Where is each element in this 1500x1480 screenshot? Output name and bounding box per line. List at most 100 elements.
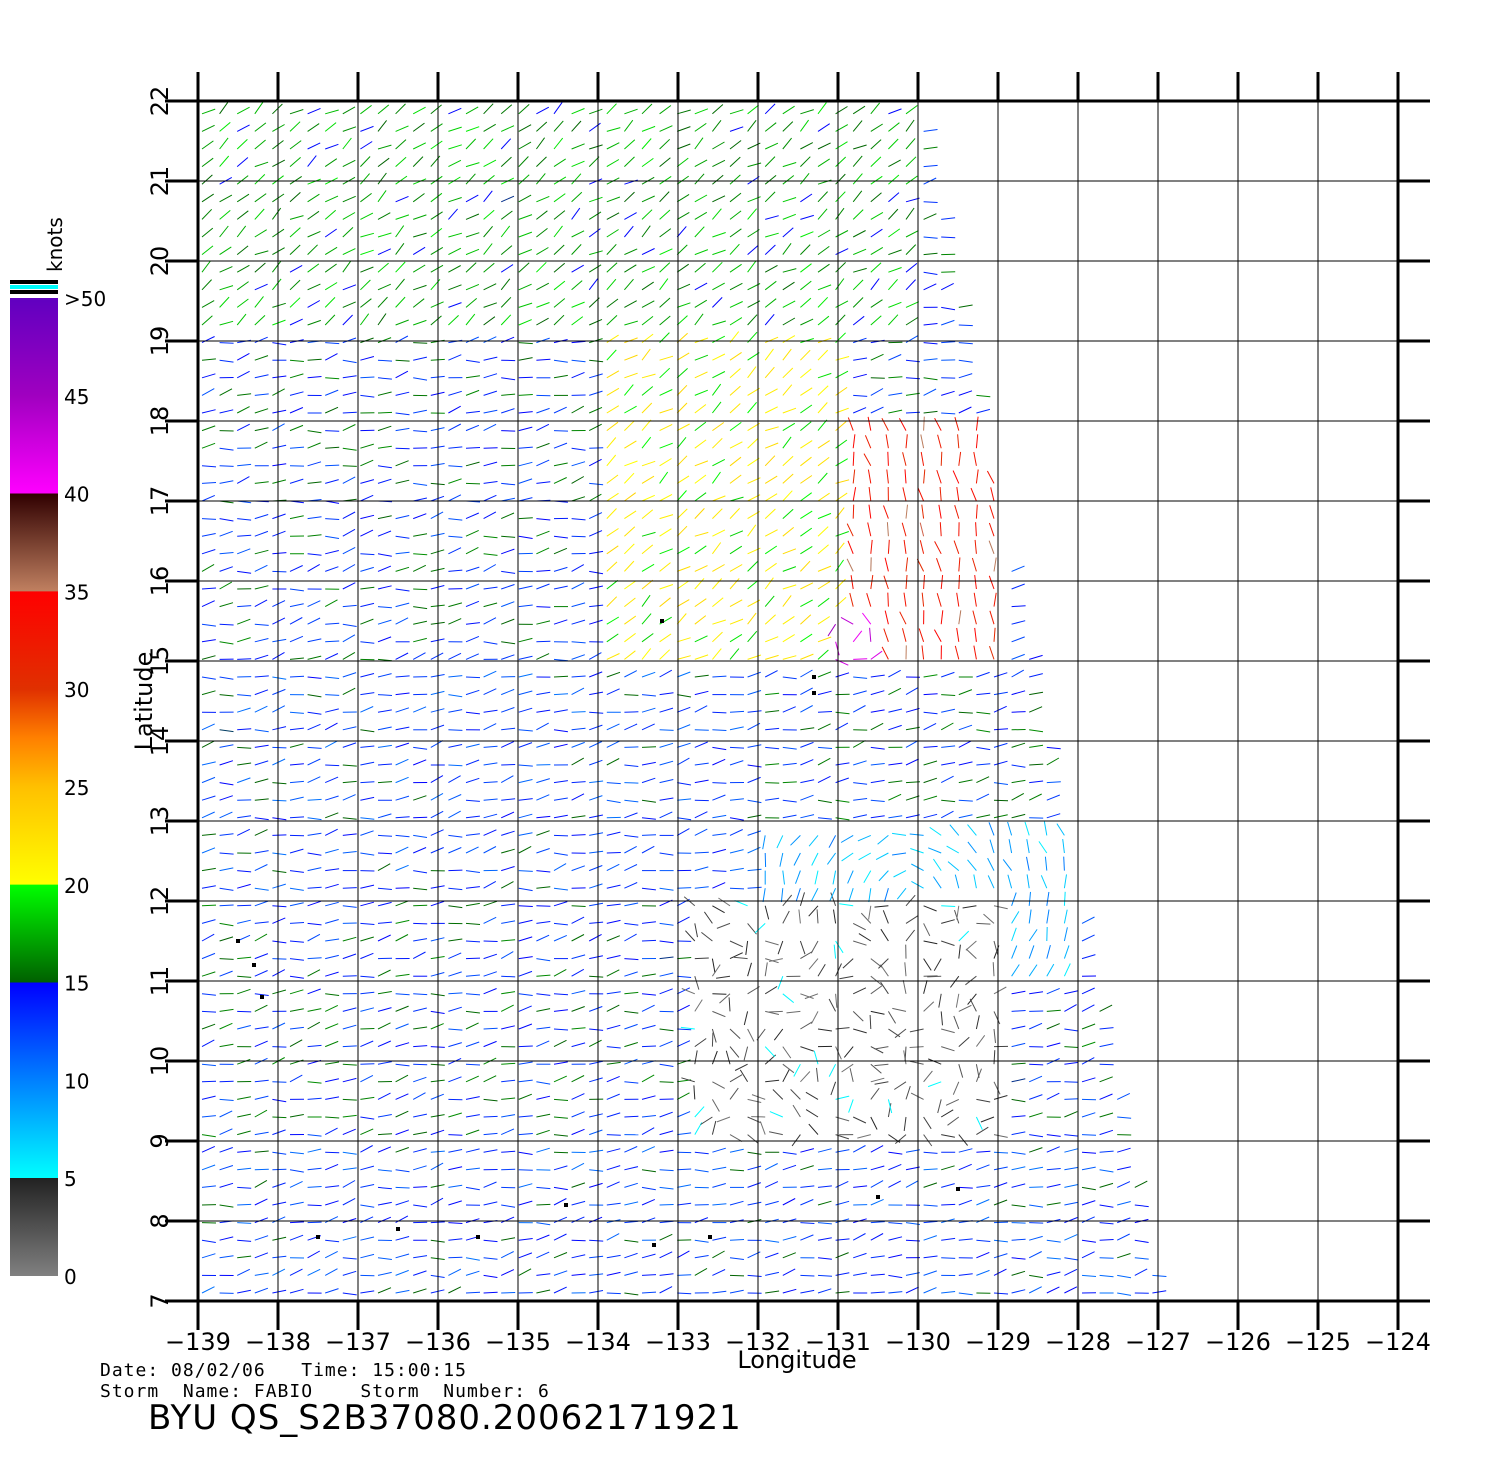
wind-vector <box>641 1146 656 1153</box>
wind-vector <box>588 318 603 326</box>
wind-vector <box>307 694 322 698</box>
wind-vector <box>677 126 691 132</box>
wind-vector <box>765 940 779 946</box>
wind-vector <box>747 524 757 537</box>
wind-vector <box>448 315 459 326</box>
wind-vector <box>733 956 748 960</box>
wind-vector <box>518 690 533 696</box>
wind-vector <box>272 1236 287 1241</box>
wind-vector <box>413 319 427 326</box>
wind-vector <box>448 1200 462 1206</box>
wind-vector <box>201 623 216 627</box>
wind-vector <box>782 634 795 643</box>
wind-vector <box>817 1185 832 1188</box>
wind-vector <box>762 888 766 903</box>
wind-vector <box>641 1186 656 1191</box>
wind-vector <box>677 109 691 115</box>
wind-vector <box>817 440 830 449</box>
wind-vector <box>219 1080 234 1083</box>
wind-vector <box>835 993 838 1008</box>
wind-vector <box>1029 673 1043 678</box>
wind-vector <box>483 688 497 696</box>
wind-vector <box>676 455 688 467</box>
wind-vector <box>501 1150 516 1153</box>
wind-vector <box>254 250 269 256</box>
wind-vector <box>377 104 390 115</box>
wind-vector <box>272 570 287 573</box>
wind-vector <box>501 408 515 414</box>
wind-vector <box>483 641 498 645</box>
wind-vector <box>782 300 796 308</box>
wind-vector <box>553 120 564 132</box>
wind-vector <box>536 358 551 361</box>
wind-vector <box>219 210 231 220</box>
wind-vector <box>518 535 533 539</box>
wind-vector <box>923 236 938 239</box>
wind-vector <box>853 357 868 361</box>
wind-vector <box>1081 1274 1097 1277</box>
wind-vector <box>765 336 779 344</box>
wind-vector <box>254 850 269 854</box>
wind-vector <box>536 459 550 467</box>
wind-vector <box>254 1079 269 1083</box>
wind-vector <box>272 834 287 836</box>
wind-vector <box>782 814 797 819</box>
wind-vector <box>518 194 532 203</box>
wind-vector <box>395 427 410 432</box>
wind-vector <box>413 377 428 381</box>
wind-vector <box>412 246 426 256</box>
wind-vector <box>641 266 656 273</box>
wind-vector <box>641 1291 657 1294</box>
wind-vector <box>272 1268 286 1276</box>
wind-vector <box>465 461 480 467</box>
wind-vector <box>800 404 813 414</box>
wind-vector <box>747 710 762 713</box>
wind-vector <box>641 531 656 537</box>
wind-vector <box>571 108 585 115</box>
wind-vector <box>289 515 304 520</box>
wind-vector <box>589 795 603 801</box>
wind-vector <box>201 1145 216 1153</box>
y-tick-label: 16 <box>146 566 174 597</box>
wind-vector <box>765 782 780 784</box>
wind-vector <box>307 1204 322 1207</box>
x-tick-label: −126 <box>1205 1328 1271 1356</box>
wind-vector <box>976 692 991 696</box>
wind-vector <box>1064 1234 1078 1241</box>
wind-vector <box>254 744 269 748</box>
wind-vector <box>589 921 604 924</box>
wind-vector <box>571 1200 586 1206</box>
wind-vector <box>465 600 480 608</box>
wind-vector <box>606 561 618 572</box>
wind-vector <box>958 1148 973 1153</box>
wind-vector <box>307 534 322 537</box>
wind-vector <box>641 993 656 996</box>
wind-vector <box>465 1129 480 1136</box>
wind-vector <box>795 888 801 902</box>
wind-vector <box>694 421 707 431</box>
wind-vector <box>967 859 977 871</box>
wind-vector <box>518 832 533 836</box>
wind-vector <box>325 868 340 872</box>
wind-vector <box>272 617 286 625</box>
wind-vector <box>553 244 565 255</box>
wind-vector <box>694 1151 709 1155</box>
wind-vector <box>571 1042 586 1048</box>
wind-vector <box>360 602 375 608</box>
wind-vector <box>360 975 375 978</box>
wind-vector <box>954 874 960 889</box>
wind-vector <box>919 540 925 554</box>
wind-vector <box>395 1269 409 1276</box>
wind-vector <box>659 1040 673 1048</box>
wind-vector <box>589 144 603 150</box>
wind-vector <box>936 469 942 484</box>
wind-vector <box>377 834 393 837</box>
wind-vector <box>571 654 585 660</box>
wind-vector <box>868 487 872 502</box>
wind-vector <box>624 1023 638 1030</box>
wind-vector <box>888 780 903 784</box>
wind-vector <box>589 832 604 836</box>
wind-vector <box>360 922 375 925</box>
wind-vector <box>782 162 797 168</box>
